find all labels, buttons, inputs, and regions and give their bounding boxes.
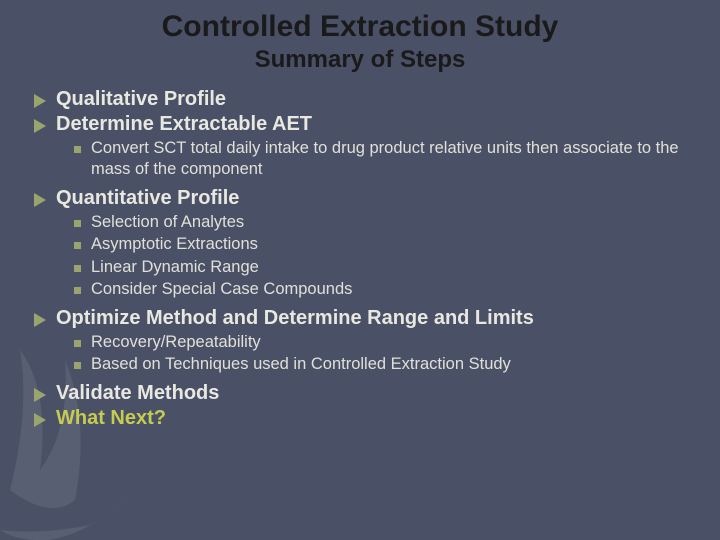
sub-item: Consider Special Case Compounds: [74, 279, 692, 300]
sub-list: Selection of AnalytesAsymptotic Extracti…: [34, 212, 692, 301]
outline-item: Determine Extractable AETConvert SCT tot…: [34, 113, 692, 181]
outline-item-label: Quantitative Profile: [56, 187, 239, 210]
outline-item-label: Determine Extractable AET: [56, 113, 312, 136]
sub-item-text: Convert SCT total daily intake to drug p…: [91, 138, 692, 181]
square-bullet-icon: [74, 287, 81, 294]
triangle-bullet-icon: [34, 313, 46, 327]
sub-list: Convert SCT total daily intake to drug p…: [34, 138, 692, 181]
outline-item: Validate Methods: [34, 382, 692, 405]
sub-list: Recovery/RepeatabilityBased on Technique…: [34, 332, 692, 376]
outline-list: Qualitative ProfileDetermine Extractable…: [28, 88, 692, 430]
outline-item-label: Optimize Method and Determine Range and …: [56, 307, 534, 330]
sub-item: Convert SCT total daily intake to drug p…: [74, 138, 692, 181]
sub-item-text: Asymptotic Extractions: [91, 234, 258, 255]
outline-item: Optimize Method and Determine Range and …: [34, 307, 692, 376]
outline-item-label: Validate Methods: [56, 382, 219, 405]
square-bullet-icon: [74, 265, 81, 272]
square-bullet-icon: [74, 362, 81, 369]
outline-item: Qualitative Profile: [34, 88, 692, 111]
square-bullet-icon: [74, 220, 81, 227]
slide-title: Controlled Extraction Study: [28, 10, 692, 44]
square-bullet-icon: [74, 146, 81, 153]
sub-item: Selection of Analytes: [74, 212, 692, 233]
sub-item-text: Based on Techniques used in Controlled E…: [91, 354, 511, 375]
outline-item: What Next?: [34, 407, 692, 430]
triangle-bullet-icon: [34, 388, 46, 402]
slide-subtitle: Summary of Steps: [28, 46, 692, 74]
sub-item: Linear Dynamic Range: [74, 257, 692, 278]
triangle-bullet-icon: [34, 119, 46, 133]
triangle-bullet-icon: [34, 94, 46, 108]
square-bullet-icon: [74, 340, 81, 347]
sub-item: Asymptotic Extractions: [74, 234, 692, 255]
outline-item-label: Qualitative Profile: [56, 88, 226, 111]
sub-item-text: Recovery/Repeatability: [91, 332, 261, 353]
sub-item: Recovery/Repeatability: [74, 332, 692, 353]
square-bullet-icon: [74, 242, 81, 249]
sub-item: Based on Techniques used in Controlled E…: [74, 354, 692, 375]
outline-item-label: What Next?: [56, 407, 166, 430]
sub-item-text: Consider Special Case Compounds: [91, 279, 352, 300]
triangle-bullet-icon: [34, 413, 46, 427]
sub-item-text: Linear Dynamic Range: [91, 257, 259, 278]
sub-item-text: Selection of Analytes: [91, 212, 244, 233]
triangle-bullet-icon: [34, 193, 46, 207]
outline-item: Quantitative ProfileSelection of Analyte…: [34, 187, 692, 301]
slide-container: Controlled Extraction Study Summary of S…: [0, 0, 720, 452]
